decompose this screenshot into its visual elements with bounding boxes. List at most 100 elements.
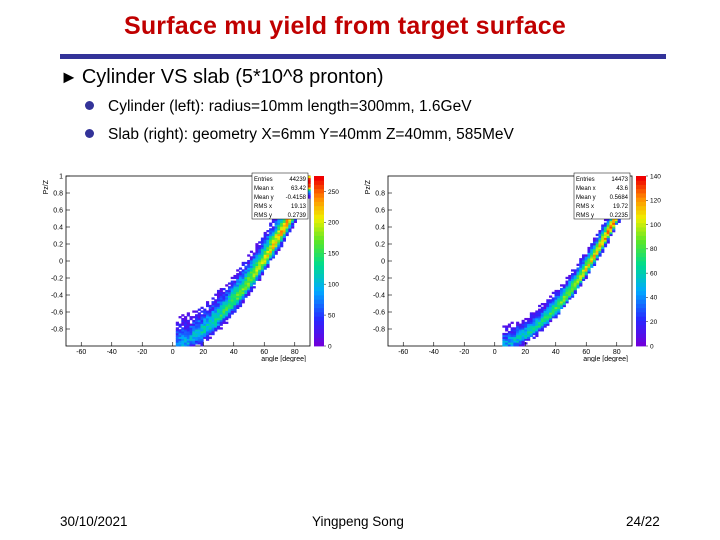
- heatmap-cell: [216, 297, 221, 300]
- heatmap-cell: [219, 321, 223, 324]
- heatmap-cell: [225, 297, 229, 300]
- heatmap-cell: [249, 274, 254, 278]
- heatmap-cell: [214, 317, 218, 321]
- heatmap-cell: [238, 304, 243, 308]
- heatmap-cell: [510, 338, 514, 341]
- heatmap-cell: [535, 316, 539, 319]
- heatmap-cell: [192, 325, 196, 328]
- x-tick-label: -60: [76, 349, 86, 356]
- heatmap-cell: [576, 280, 580, 283]
- heatmap-cell: [271, 250, 276, 253]
- heatmap-cell: [258, 276, 262, 280]
- heatmap-cell: [532, 314, 536, 317]
- heatmap-cell: [592, 254, 597, 257]
- heatmap-cell: [219, 293, 223, 296]
- colorbar-segment: [314, 176, 324, 181]
- heatmap-cell: [203, 323, 207, 326]
- heatmap-cell: [524, 327, 528, 330]
- heatmap-cell: [236, 295, 240, 298]
- heatmap-cell: [581, 256, 586, 259]
- heatmap-cell: [277, 243, 281, 246]
- heatmap-cell: [227, 286, 232, 289]
- heatmap-cell: [538, 323, 542, 326]
- heatmap-cell: [197, 331, 201, 334]
- heatmap-cell: [252, 278, 256, 281]
- bullet-dot-icon: [85, 129, 94, 138]
- heatmap-cell: [532, 327, 536, 330]
- heatmap-cell: [189, 334, 193, 338]
- heatmap-cell: [590, 259, 594, 263]
- heatmap-cell: [601, 224, 605, 227]
- heatmap-cell: [216, 314, 221, 317]
- colorbar-segment: [314, 218, 324, 224]
- heatmap-cell: [540, 316, 544, 319]
- heatmap-cell: [203, 325, 207, 328]
- heatmap-cell: [252, 269, 256, 272]
- heatmap-cell: [197, 329, 201, 332]
- colorbar-segment: [636, 210, 646, 215]
- heatmap-cell: [252, 258, 256, 261]
- x-tick-label: -20: [459, 349, 469, 356]
- heatmap-cell: [612, 220, 616, 223]
- heatmap-cell: [241, 276, 245, 280]
- heatmap-cell: [252, 280, 256, 283]
- heatmap-cell: [513, 329, 517, 332]
- heatmap-cell: [595, 237, 599, 240]
- heatmap-cell: [175, 338, 179, 341]
- heatmap-cell: [510, 332, 514, 336]
- colorbar-segment: [314, 227, 324, 232]
- heatmap-cell: [538, 317, 542, 321]
- slide-title: Surface mu yield from target surface: [123, 12, 567, 40]
- y-tick-label: -0.4: [373, 293, 385, 300]
- heatmap-cell: [540, 329, 544, 332]
- heatmap-cell: [211, 308, 215, 311]
- heatmap-cell: [216, 321, 221, 324]
- colorbar-tick-label: 100: [328, 281, 339, 288]
- heatmap-cell: [565, 288, 569, 291]
- heatmap-cell: [573, 291, 577, 295]
- heatmap-cell: [260, 245, 265, 248]
- heatmap-cell: [554, 308, 558, 311]
- heatmap-cell: [184, 327, 188, 330]
- heatmap-cell: [227, 299, 232, 302]
- heatmap-cell: [216, 308, 221, 311]
- heatmap-cell: [516, 334, 520, 338]
- heatmap-cell: [280, 239, 284, 242]
- heatmap-cell: [510, 342, 514, 345]
- heatmap-cell: [175, 342, 179, 345]
- heatmap-cell: [546, 323, 550, 326]
- colorbar-segment: [636, 235, 646, 241]
- heatmap-cell: [260, 265, 265, 268]
- heatmap-cell: [238, 271, 243, 274]
- heatmap-cell: [532, 332, 536, 336]
- heatmap-cell: [293, 218, 297, 222]
- heatmap-cell: [532, 317, 536, 321]
- heatmap-cell: [560, 293, 564, 296]
- heatmap-cell: [592, 256, 597, 259]
- heatmap-cell: [184, 325, 188, 328]
- heatmap-cell: [538, 314, 542, 317]
- colorbar-segment: [636, 244, 646, 249]
- heatmap-cell: [225, 299, 229, 302]
- heatmap-cell: [271, 226, 276, 229]
- heatmap-cell: [269, 241, 273, 244]
- heatmap-cell: [181, 317, 185, 321]
- heatmap-cell: [260, 241, 265, 244]
- heatmap-cell: [238, 286, 243, 289]
- x-tick-label: -40: [107, 349, 117, 356]
- heatmap-cell: [236, 304, 240, 308]
- heatmap-cell: [612, 226, 616, 229]
- heatmap-cell: [214, 316, 218, 319]
- heatmap-cell: [227, 316, 232, 319]
- heatmap-cell: [510, 321, 514, 324]
- heatmap-cell: [249, 286, 254, 289]
- heatmap-cell: [274, 230, 278, 233]
- heatmap-cell: [252, 273, 256, 276]
- heatmap-cell: [178, 340, 182, 343]
- heatmap-cell: [195, 332, 199, 336]
- heatmap-cell: [581, 278, 586, 281]
- heatmap-cell: [247, 280, 251, 283]
- heatmap-cell: [557, 306, 561, 309]
- heatmap-cell: [263, 265, 267, 268]
- colorbar-segment: [314, 324, 324, 330]
